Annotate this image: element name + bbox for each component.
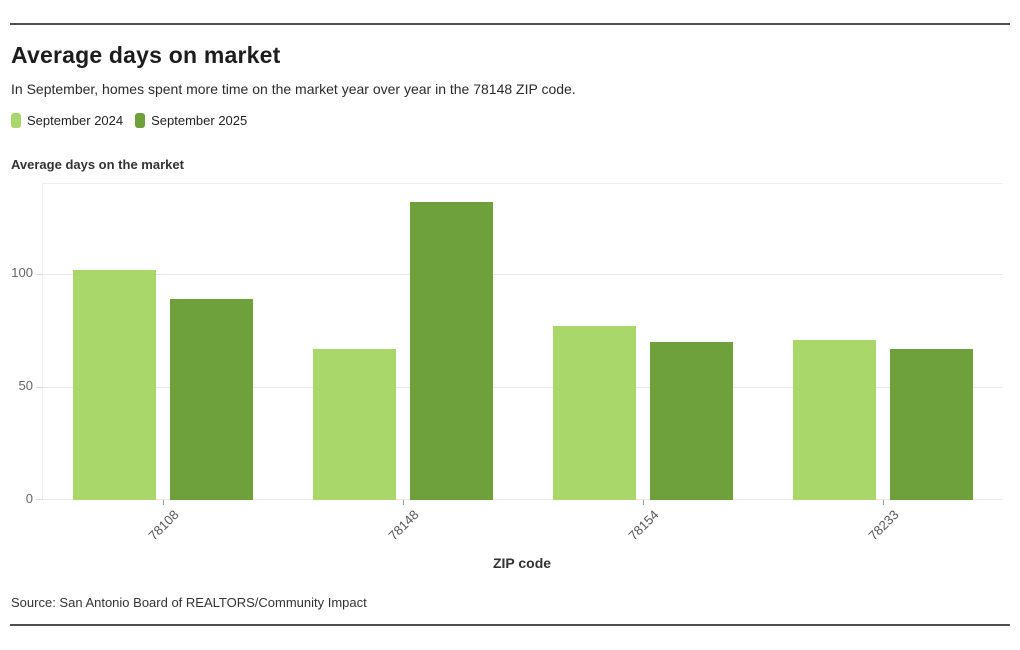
source-note: Source: San Antonio Board of REALTORS/Co… [11, 595, 367, 610]
page-title: Average days on market [11, 42, 281, 68]
legend-item-september-2024: September 2024 [11, 113, 123, 128]
legend-swatch-september-2025 [135, 113, 146, 128]
y-tick-label-0: 0 [25, 491, 33, 506]
legend-label-september-2024: September 2024 [27, 113, 124, 128]
legend-item-september-2025: September 2025 [135, 113, 247, 128]
x-tick-label-78154: 78154 [625, 507, 662, 544]
page-subtitle: In September, homes spent more time on t… [11, 81, 576, 97]
bar-september-2024-78108 [73, 270, 156, 500]
bar-september-2025-78154 [650, 342, 733, 500]
x-tick-mark-78148 [403, 500, 404, 505]
legend-swatch-september-2024 [11, 113, 21, 128]
bottom-rule [10, 624, 1010, 626]
y-tick-mark-100 [36, 274, 43, 275]
chart-legend: September 2024 September 2025 [11, 113, 247, 128]
x-tick-label-78148: 78148 [385, 507, 422, 544]
bar-september-2024-78154 [553, 326, 636, 500]
y-tick-mark-0 [36, 499, 43, 500]
bar-september-2024-78233 [793, 340, 876, 500]
plot-area: 0 50 100 78108 78148 78154 78233 [11, 183, 1003, 543]
gridline-50 [43, 387, 1003, 388]
x-tick-label-78233: 78233 [865, 507, 902, 544]
x-axis-title: ZIP code [492, 555, 552, 571]
x-tick-mark-78154 [643, 500, 644, 505]
x-tick-label-78108: 78108 [145, 507, 182, 544]
top-rule [10, 23, 1010, 25]
y-tick-label-100: 100 [11, 265, 33, 280]
y-tick-label-50: 50 [18, 378, 33, 393]
y-tick-mark-50 [36, 387, 43, 388]
legend-label-september-2025: September 2025 [151, 113, 248, 128]
gridline-0 [43, 499, 1003, 500]
bar-september-2025-78233 [890, 349, 973, 500]
bar-september-2024-78148 [313, 349, 396, 500]
bar-september-2025-78148 [410, 202, 493, 500]
x-tick-mark-78108 [163, 500, 164, 505]
y-axis-title: Average days on the market [11, 157, 184, 172]
x-tick-mark-78233 [883, 500, 884, 505]
gridline-100 [43, 274, 1003, 275]
bar-september-2025-78108 [170, 299, 253, 500]
